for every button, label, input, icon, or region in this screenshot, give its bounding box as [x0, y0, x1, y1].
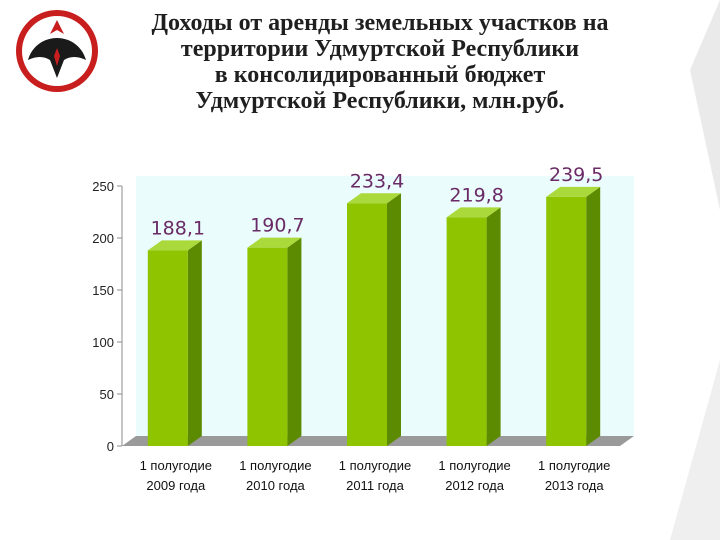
- slide-decoration: [670, 0, 720, 540]
- bar-front: [347, 203, 387, 446]
- bar-front: [247, 247, 288, 446]
- x-tick-label: 2011 года: [346, 478, 405, 493]
- title-line: Доходы от аренды земельных участков на: [151, 10, 609, 36]
- y-tick-label: 0: [107, 439, 114, 454]
- y-tick-label: 200: [92, 231, 114, 246]
- y-tick-label: 150: [92, 283, 114, 298]
- bar: [147, 240, 202, 446]
- data-label: 219,8: [449, 184, 503, 206]
- x-tick-label: 1 полугодие: [538, 458, 610, 473]
- y-tick-label: 250: [92, 179, 114, 194]
- data-label: 239,5: [549, 164, 603, 186]
- bar: [546, 186, 601, 447]
- bar-side: [187, 240, 202, 446]
- title-line: в консолидированный бюджет: [214, 62, 546, 88]
- data-label: 188,1: [151, 217, 205, 239]
- bar-top: [347, 193, 401, 204]
- bar-top: [546, 186, 601, 197]
- data-label: 233,4: [350, 170, 404, 192]
- bar-top: [247, 237, 302, 248]
- bar-front: [546, 196, 587, 446]
- title-line: территории Удмуртской Республики: [180, 36, 580, 62]
- y-tick-label: 100: [92, 335, 114, 350]
- udmurtia-coat-of-arms-icon: [16, 10, 98, 92]
- bar-top: [147, 240, 202, 251]
- x-tick-label: 1 полугодие: [339, 458, 411, 473]
- x-tick-label: 2009 года: [146, 478, 206, 493]
- y-tick-label: 50: [100, 387, 114, 402]
- bar-front: [147, 250, 188, 446]
- bar: [347, 193, 401, 446]
- x-tick-label: 2013 года: [545, 478, 605, 493]
- bar-side: [287, 237, 302, 446]
- title-line: Удмуртской Республики, млн.руб.: [195, 88, 565, 114]
- bar-side: [387, 193, 401, 446]
- x-tick-label: 2012 года: [445, 478, 505, 493]
- bar: [446, 207, 501, 446]
- bar-front: [446, 217, 487, 446]
- x-tick-label: 1 полугодие: [239, 458, 311, 473]
- page-title: Доходы от аренды земельных участков на т…: [100, 10, 660, 114]
- x-tick-label: 1 полугодие: [438, 458, 510, 473]
- bar-top: [446, 207, 501, 218]
- x-tick-label: 2010 года: [246, 478, 306, 493]
- x-tick-label: 1 полугодие: [140, 458, 212, 473]
- data-label: 190,7: [250, 215, 304, 237]
- bar: [247, 237, 302, 446]
- bar-side: [486, 207, 501, 446]
- bar-side: [586, 186, 601, 447]
